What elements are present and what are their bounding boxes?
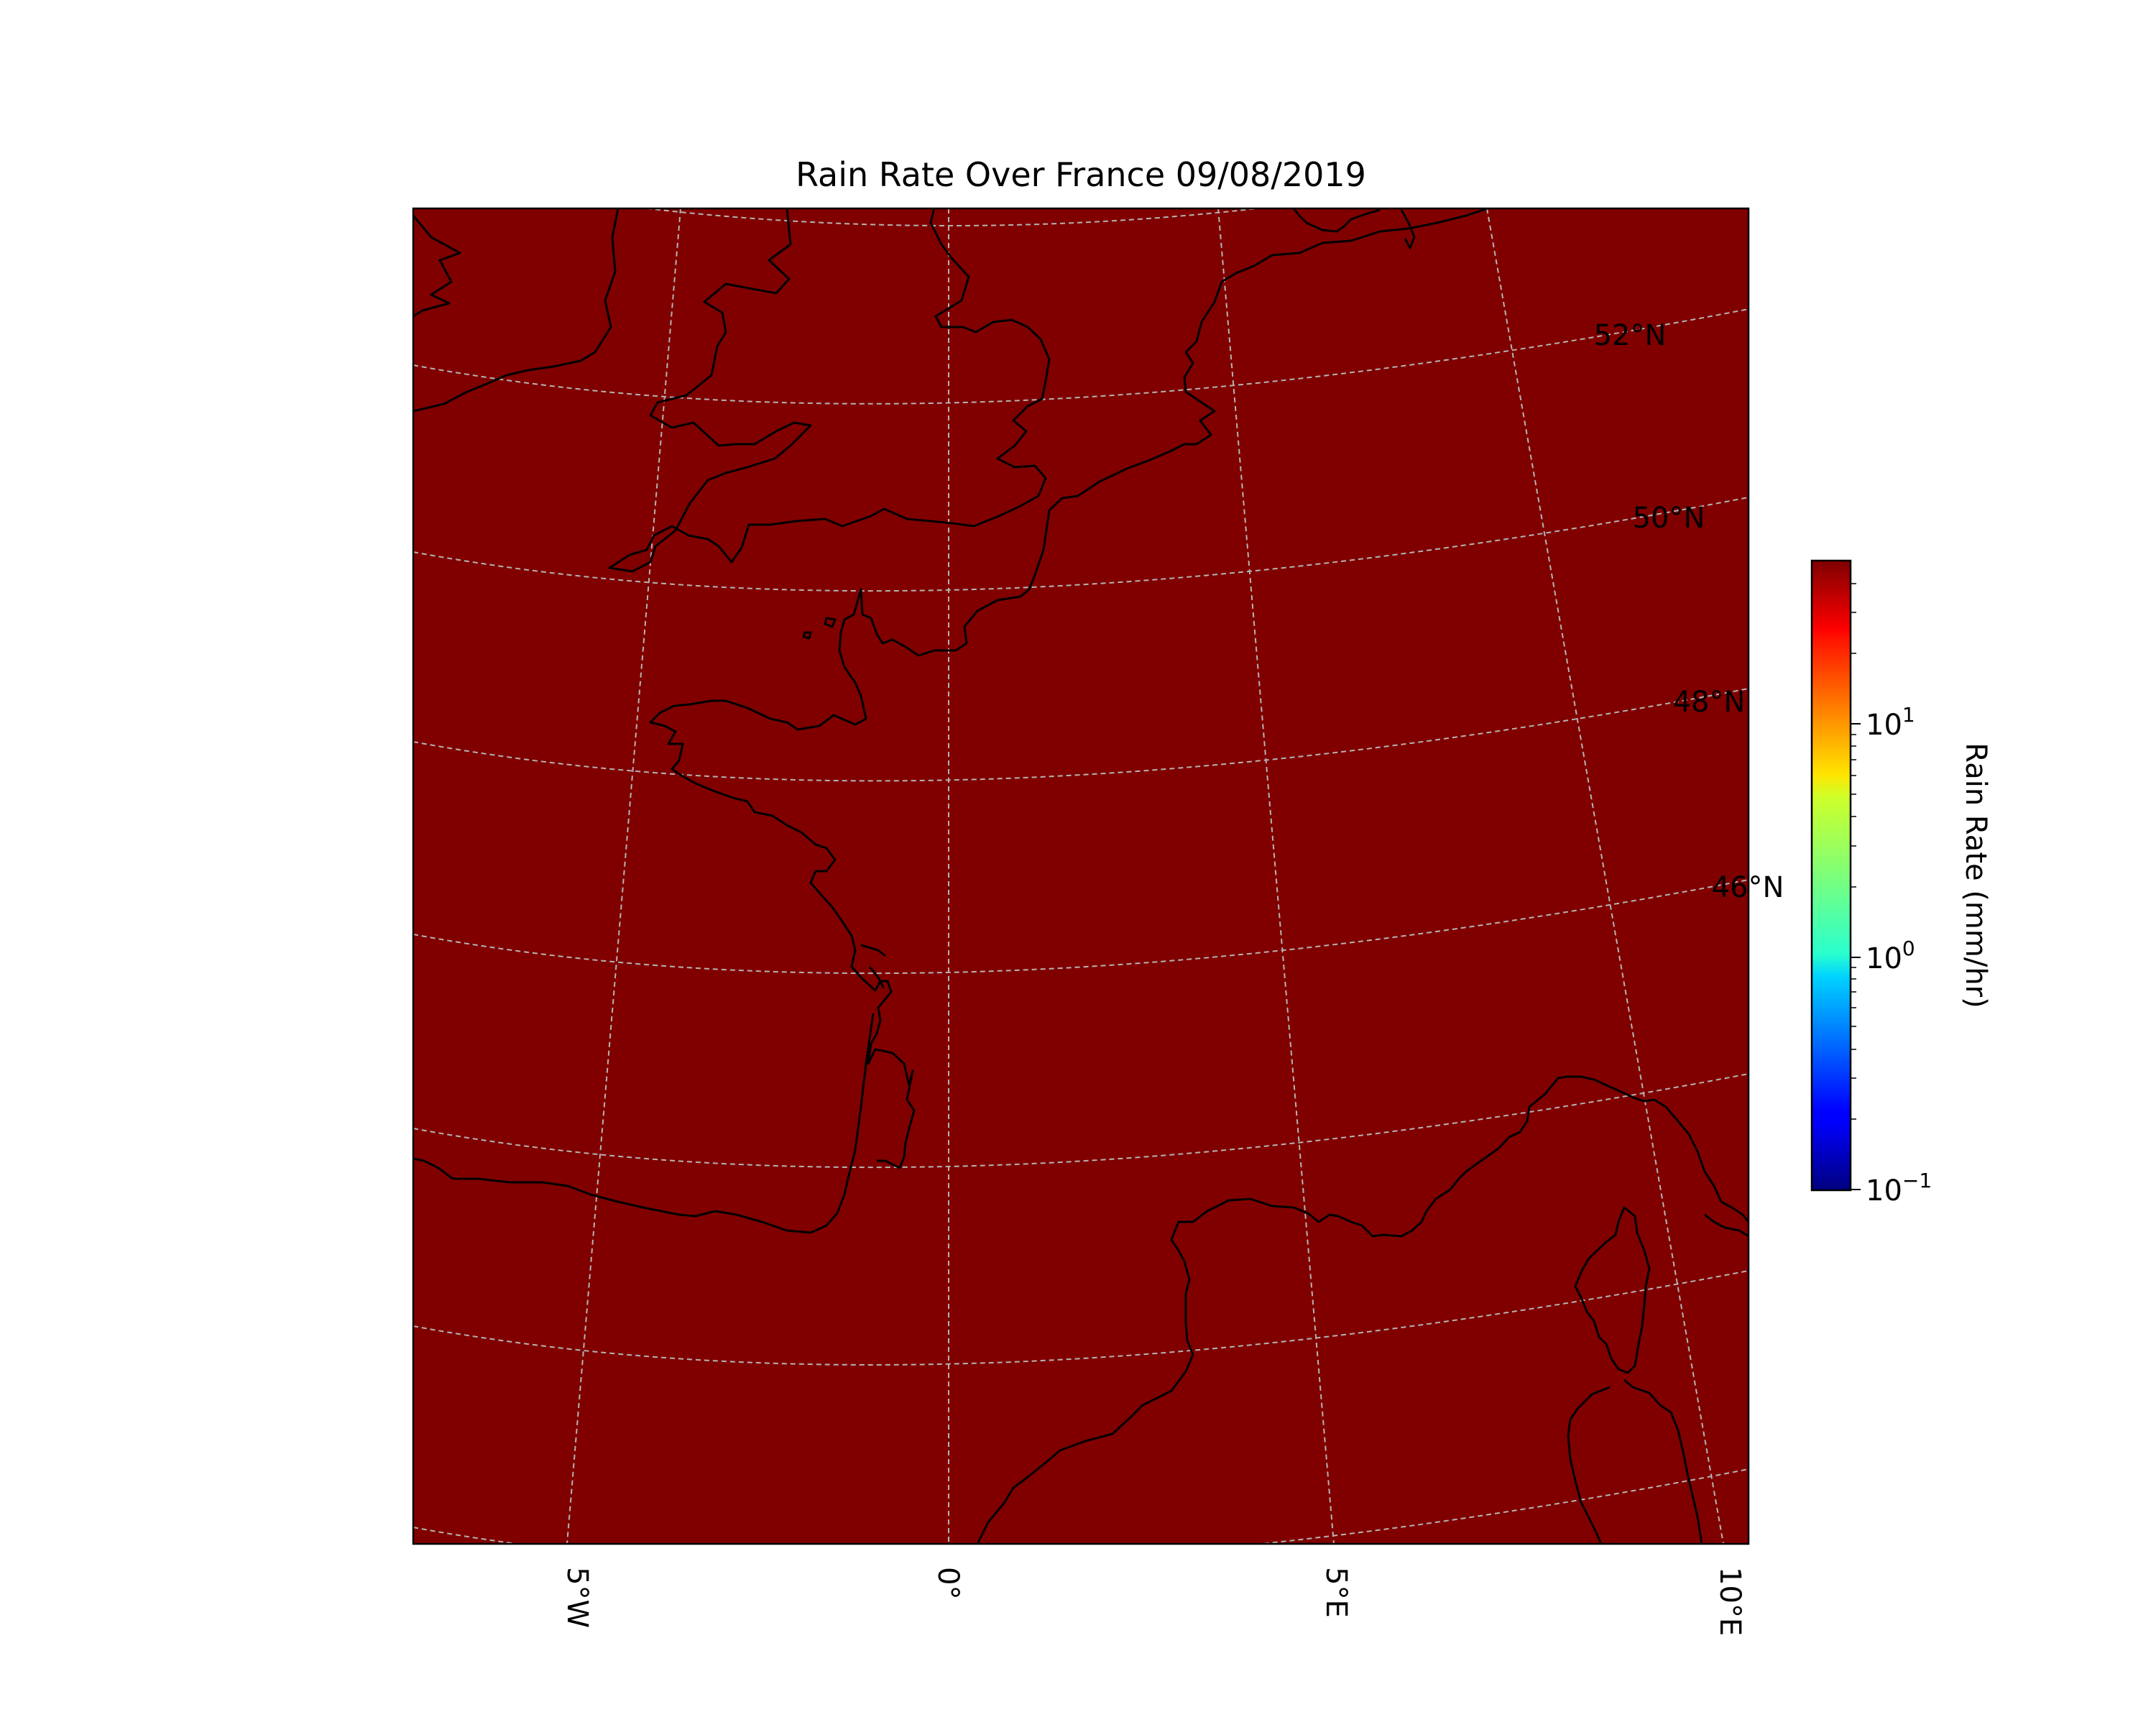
colorbar-tick-10-1: 101: [1866, 703, 1915, 742]
lat-label-46n: 46°N: [1712, 871, 1784, 904]
meridian-5e: [1217, 208, 1335, 1544]
corsica-coast: [1574, 1206, 1651, 1374]
lon-label-5e: 5°E: [1319, 1567, 1353, 1618]
ireland-coast: [413, 215, 461, 318]
colorbar-tick-10-neg1: 10−1: [1866, 1169, 1932, 1208]
italy-coast: [1704, 1213, 1749, 1238]
lat-label-48n: 48°N: [1673, 686, 1746, 719]
colorbar-tick-10-0: 100: [1866, 937, 1915, 975]
lon-label-0: 0°: [931, 1567, 964, 1599]
coastlines: [413, 208, 1749, 1544]
sardinia-coast-west: [1567, 1386, 1611, 1544]
parallel-46n: [413, 879, 1749, 975]
colorbar-ticks: [1851, 723, 1861, 1190]
colorbar: 101 100 10−1 Rain Rate (mm/hr): [1810, 559, 1992, 1208]
normandy-brittany-coast: [649, 497, 1064, 1169]
bay-of-biscay-coast: [413, 1013, 875, 1234]
parallel-50n: [413, 497, 1749, 592]
parallel-44n: [413, 1073, 1749, 1169]
ireland-coast-south: [413, 208, 619, 413]
parallel-42n: [413, 1270, 1749, 1366]
lon-label-10e: 10°E: [1713, 1567, 1746, 1636]
jersey-guernsey: [802, 617, 837, 640]
meridian-5w: [566, 208, 681, 1544]
parallel-54n: [646, 208, 1258, 226]
lon-label-5w: 5°W: [561, 1567, 594, 1628]
colorbar-gradient: [1810, 559, 1852, 1192]
ile-de-re-oleron: [860, 944, 886, 989]
lat-label-50n: 50°N: [1633, 502, 1705, 535]
parallel-48n: [413, 688, 1749, 782]
lat-label-52n: 52°N: [1594, 319, 1667, 352]
channel-coast-france: [1061, 208, 1488, 500]
parallel-40n: [413, 1468, 1749, 1544]
mediterranean-coast: [976, 1075, 1749, 1544]
rain-rate-field: [413, 208, 1749, 1544]
colorbar-tick-labels: 101 100 10−1: [1866, 703, 1932, 1208]
meridian-10e: [1486, 208, 1724, 1544]
wadden-coast: [1400, 209, 1416, 249]
colorbar-minor-ticks: [1851, 583, 1856, 1120]
latitude-labels: 52°N 50°N 48°N 46°N: [1594, 319, 1784, 904]
netherlands-coast: [1292, 208, 1381, 233]
longitude-labels: 5°W 0° 5°E 10°E: [561, 1567, 1746, 1636]
great-britain-west-coast: [608, 208, 1051, 573]
meridian-gridlines: [566, 208, 1724, 1544]
sardinia-coast: [1623, 1379, 1703, 1544]
map-title: Rain Rate Over France 09/08/2019: [796, 155, 1366, 194]
map-frame: [412, 207, 1750, 1545]
parallel-gridlines: [413, 208, 1749, 1544]
parallel-52n: [413, 308, 1749, 405]
colorbar-label: Rain Rate (mm/hr): [1959, 742, 1992, 1008]
map-panel: 5°W 0° 5°E 10°E 52°N 50°N 48°N 46°N: [412, 207, 1784, 1636]
